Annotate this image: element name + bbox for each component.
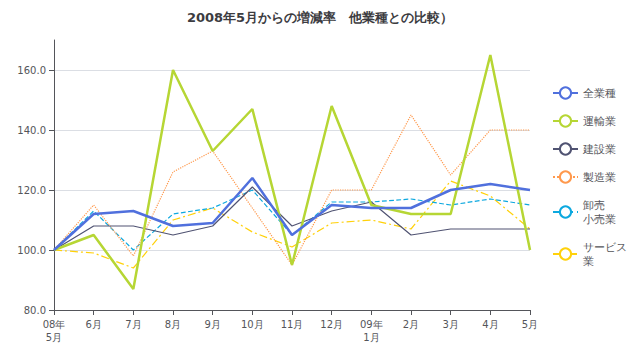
svg-text:1月: 1月 [363,332,379,343]
svg-text:160.0: 160.0 [17,65,46,76]
svg-text:140.0: 140.0 [17,125,46,136]
svg-text:11月: 11月 [281,319,304,330]
svg-text:80.0: 80.0 [24,305,46,316]
svg-text:7月: 7月 [125,319,141,330]
svg-text:サービス: サービス [583,241,627,254]
svg-text:業: 業 [583,255,594,268]
svg-text:2月: 2月 [403,319,419,330]
svg-text:10月: 10月 [241,319,264,330]
svg-text:運輸業: 運輸業 [583,115,616,128]
svg-text:製造業: 製造業 [583,171,616,184]
svg-text:小売業: 小売業 [583,213,616,226]
svg-text:3月: 3月 [442,319,458,330]
svg-text:12月: 12月 [320,319,343,330]
svg-text:120.0: 120.0 [17,185,46,196]
svg-text:9月: 9月 [204,319,220,330]
svg-text:6月: 6月 [85,319,101,330]
svg-text:全業種: 全業種 [583,87,616,100]
svg-text:8月: 8月 [165,319,181,330]
svg-text:4月: 4月 [482,319,498,330]
svg-text:09年: 09年 [360,319,383,330]
svg-text:100.0: 100.0 [17,245,46,256]
svg-text:卸売: 卸売 [583,199,605,212]
svg-text:2008年5月からの増減率 他業種との比較）: 2008年5月からの増減率 他業種との比較） [187,10,453,25]
svg-text:08年: 08年 [43,319,66,330]
svg-text:5月: 5月 [46,332,62,343]
svg-text:5月: 5月 [522,319,538,330]
svg-text:建設業: 建設業 [582,143,616,156]
